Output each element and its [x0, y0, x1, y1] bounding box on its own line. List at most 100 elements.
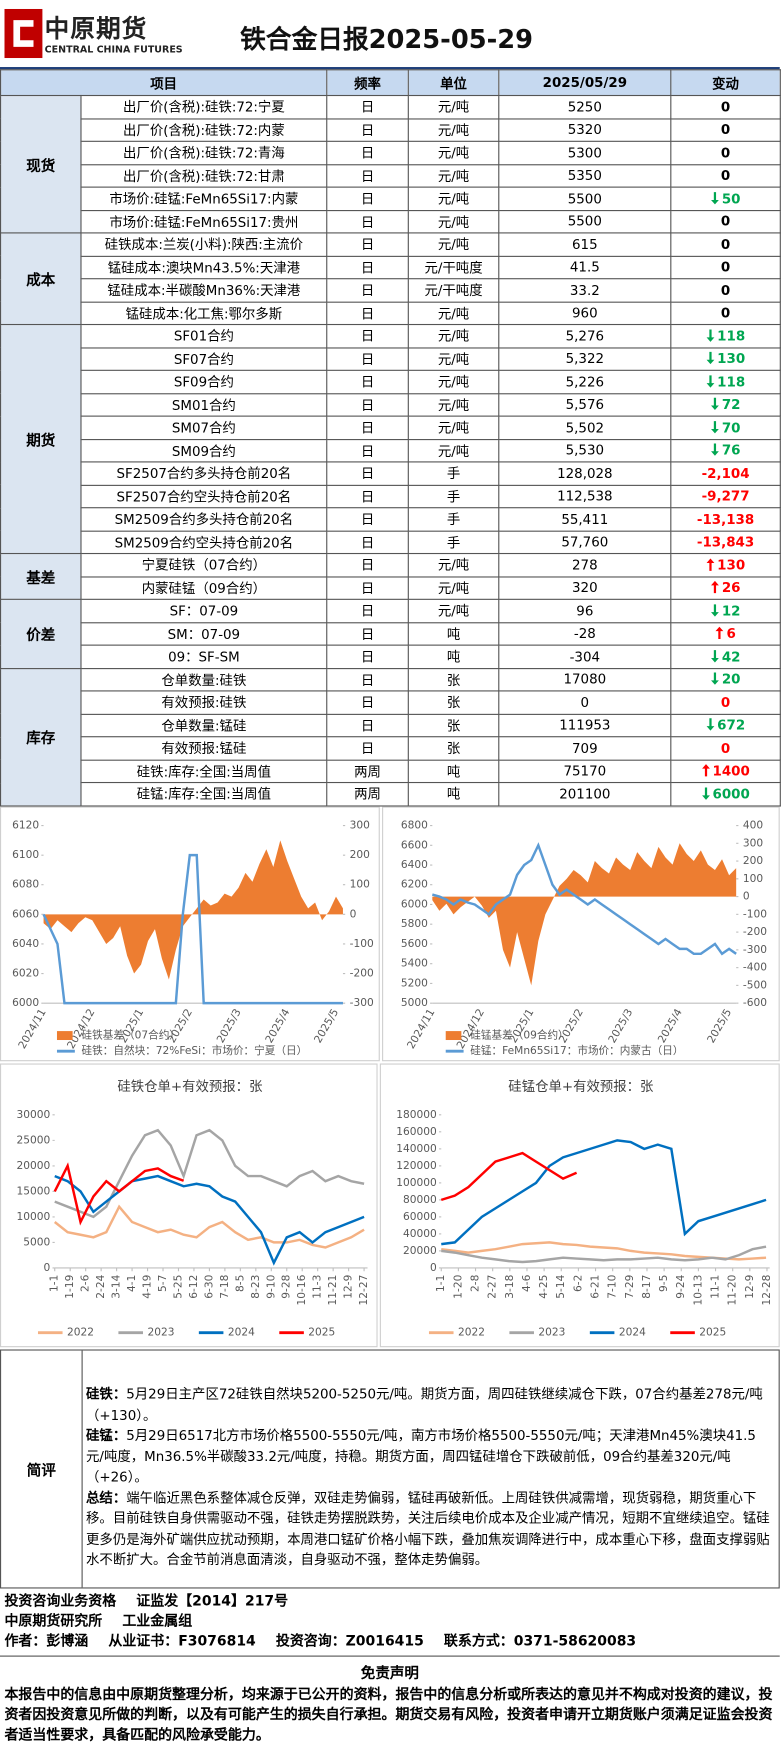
value: 128,028 [498, 461, 672, 486]
frequency: 日 [326, 690, 409, 715]
change-cell: 0 [670, 690, 781, 715]
unit: 张 [407, 713, 500, 738]
value: 5500 [498, 209, 672, 234]
change-arrow [706, 329, 715, 342]
y2-tick-label: 200 [350, 848, 371, 861]
unit: 元/吨 [407, 598, 500, 623]
series-line [440, 1151, 578, 1202]
change-arrow [711, 672, 720, 686]
arrow-shape [711, 191, 720, 205]
value: 5320 [498, 117, 672, 142]
x-tick-label: 12-9 [342, 1275, 355, 1299]
item: SF2507合约空头持仓前20名 [80, 484, 328, 509]
change: 76 [721, 442, 741, 459]
series-line [441, 1241, 767, 1261]
item: SM2509合约多头持仓前20名 [80, 507, 328, 532]
change: 130 [717, 351, 746, 367]
y2-tick-label: -200 [743, 925, 767, 938]
disclaimer-title: 免责声明 [360, 1665, 419, 1683]
y-tick-label: 6600 [401, 838, 428, 851]
y-tick-label: 5200 [401, 976, 428, 989]
table-row: 仓单数量:锰硅日张 111953 672 [1, 713, 781, 738]
chart-title: 硅锰仓单+有效预报：张 [508, 1079, 654, 1095]
arrow-shape [706, 352, 715, 365]
y2-tick-label: 200 [743, 854, 763, 867]
table-row: 出厂价(含税):硅铁:72:甘肃日元/吨 5350 0 [1, 163, 781, 188]
frequency: 日 [326, 369, 409, 394]
arrow-shape [711, 420, 720, 434]
table-row: SM07合约日元/吨 5,502 70 [1, 415, 781, 440]
legend-label: 硅铁基差（07合约） [82, 1029, 180, 1042]
change-arrow [711, 397, 720, 411]
x-tick-label: 2025/3 [605, 1006, 635, 1045]
change-cell: 0 [670, 255, 781, 280]
frequency: 两周 [326, 759, 409, 784]
column-header: 项目 [0, 69, 328, 97]
x-tick-label: 1-19 [63, 1275, 76, 1299]
legend-label: 硅锰：FeMn65Si17：市场价：内蒙古（日） [470, 1044, 683, 1057]
frequency: 日 [326, 530, 409, 555]
frequency: 日 [326, 186, 409, 211]
arrow-shape [711, 581, 720, 594]
arrow-shape [706, 558, 715, 571]
x-tick-label: 2-24 [94, 1274, 107, 1298]
item: 有效预报:硅铁 [80, 690, 328, 715]
unit: 元/干吨度 [407, 278, 500, 303]
unit: 元/吨 [407, 369, 500, 394]
item: 有效预报:锰硅 [80, 736, 328, 761]
series-line [53, 1162, 185, 1226]
item: 内蒙硅锰（09合约） [80, 575, 328, 600]
unit: 元/吨 [407, 323, 500, 348]
y-tick-label: 160000 [396, 1125, 437, 1138]
group-label: 期货 [0, 323, 82, 555]
group-label: 现货 [0, 94, 82, 234]
item: 锰硅成本:半碳酸Mn36%:天津港 [80, 278, 328, 303]
change-arrow [706, 352, 715, 365]
y2-tick-label: 0 [350, 907, 357, 920]
y-tick-label: 6120 [12, 819, 39, 832]
y-tick-label: 6080 [12, 878, 39, 891]
x-tick-label: 6-30 [202, 1274, 215, 1298]
change-cell: -9,277 [670, 484, 781, 509]
x-tick-label: 5-7 [156, 1275, 169, 1292]
change-cell: 672 [670, 713, 781, 738]
x-tick-label: 9-28 [280, 1274, 293, 1298]
footer-line: 投资咨询业务资格 证监发【2014】217号 [4, 1591, 775, 1611]
table-row: 内蒙硅锰（09合约）日元/吨 320 26 [1, 575, 781, 600]
y-tick-label: 6400 [401, 858, 428, 871]
change: 0 [720, 167, 731, 184]
series-line [53, 1204, 365, 1249]
x-tick-label: 1-1 [434, 1275, 447, 1292]
value: 5,576 [498, 392, 672, 417]
x-tick-label: 4-6 [520, 1274, 533, 1292]
basis-area [432, 843, 737, 986]
paragraph-text: 端午临近黑色系整体减仓反弹，双硅走势偏弱，锰硅再破新低。上周硅铁供减需增，现货弱… [86, 1489, 770, 1568]
table-row: 期货 SF01合约日元/吨 5,276 118 [0, 323, 781, 555]
frequency: 日 [326, 598, 409, 623]
value: 5350 [498, 163, 672, 188]
y2-tick-label: -100 [743, 907, 767, 920]
unit: 手 [407, 530, 500, 555]
value: 5,226 [498, 369, 672, 394]
x-tick-label: 9-5 [657, 1275, 670, 1292]
value: 320 [498, 575, 672, 600]
y2-tick-label: 300 [743, 836, 763, 849]
y2-tick-label: -300 [350, 996, 374, 1009]
item: 锰硅成本:澳块Mn43.5%:天津港 [80, 255, 328, 280]
footer-item: 中原期货研究所 [4, 1611, 103, 1629]
frequency: 日 [326, 621, 409, 646]
legend-label: 硅铁：自然块：72%FeSi：市场价：宁夏（日） [82, 1044, 308, 1057]
item: 锰硅成本:化工焦:鄂尔多斯 [80, 301, 328, 326]
x-tick-label: 11-1 [709, 1275, 722, 1299]
frequency: 日 [326, 255, 409, 280]
table-row: 锰硅成本:澳块Mn43.5%:天津港日元/干吨度 41.5 0 [1, 255, 781, 280]
change: 0 [720, 694, 731, 711]
chart: 硅铁仓单+有效预报：张 0 5000 10000 15000 20000 25000 3000… [0, 1063, 378, 1348]
item: SF09合约 [80, 369, 328, 394]
legend-label: 2022 [67, 1326, 94, 1339]
frequency: 日 [326, 438, 409, 463]
y-tick-label: 6060 [12, 907, 39, 920]
footer-line: 中原期货研究所 工业金属组 [4, 1611, 775, 1631]
change: 672 [717, 717, 746, 734]
change: 0 [720, 213, 731, 230]
